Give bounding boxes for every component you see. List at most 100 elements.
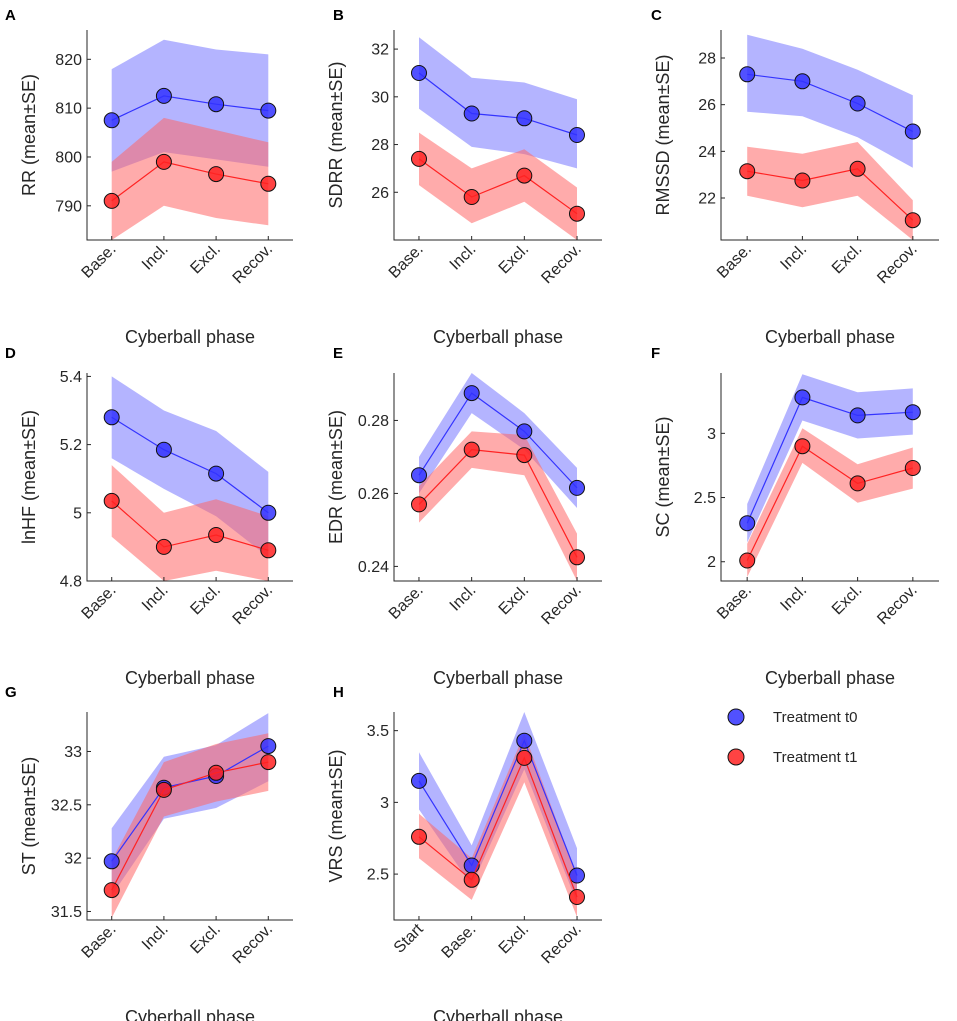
- series-line-t1: [418, 158, 578, 215]
- data-point-t1: [794, 438, 811, 455]
- data-point-t0: [155, 441, 172, 458]
- data-point-t0: [794, 73, 811, 90]
- x-axis-title: Cyberball phase: [433, 327, 563, 347]
- x-tick-label: Recov.: [874, 241, 920, 287]
- data-point-t1: [794, 172, 811, 189]
- x-tick-label: Incl.: [447, 582, 480, 615]
- x-tick-label: Excl.: [496, 582, 533, 619]
- x-tick-label: Recov.: [538, 921, 584, 967]
- data-point-t1: [849, 160, 866, 177]
- x-tick-label: Recov.: [874, 582, 920, 628]
- data-point-t0: [411, 772, 427, 789]
- axis-lines: [86, 712, 293, 921]
- data-point-t1: [739, 163, 756, 180]
- panel-e: E 0.24 0.26 0.28 Base. Incl. Excl. Recov. Cyberb…: [326, 345, 602, 688]
- data-point-t0: [103, 853, 120, 870]
- legend: Treatment t0 Treatment t1: [727, 708, 857, 766]
- data-point-t1: [569, 889, 585, 905]
- se-band-t0: [419, 37, 577, 169]
- x-axis-title: Cyberball phase: [125, 668, 255, 688]
- x-tick-label: Base.: [79, 582, 120, 623]
- x-tick-label: Incl.: [777, 582, 810, 615]
- x-tick-label: Incl.: [139, 582, 172, 615]
- y-tick-label: 810: [55, 101, 82, 118]
- y-axis-title: EDR (mean±SE): [326, 410, 346, 544]
- data-point-t0: [516, 110, 533, 127]
- data-point-t0: [739, 515, 756, 532]
- series-line-t0: [111, 95, 269, 121]
- y-tick-label: 2: [707, 554, 716, 571]
- data-point-t0: [208, 96, 225, 113]
- data-point-t1: [569, 205, 585, 222]
- panel-letter: H: [333, 684, 344, 701]
- x-tick-label: Base.: [714, 582, 755, 623]
- se-band-t0: [747, 374, 913, 543]
- y-tick-label: 28: [698, 51, 716, 68]
- series-line-t0: [746, 396, 913, 524]
- y-tick-label: 0.28: [358, 413, 389, 430]
- y-axis-title: SC (mean±SE): [653, 417, 673, 538]
- panel-letter: D: [5, 345, 16, 362]
- data-point-t1: [849, 475, 866, 492]
- panel-letter: B: [333, 7, 344, 24]
- series-line-t1: [111, 761, 269, 891]
- data-point-t0: [103, 112, 120, 129]
- axis-lines: [720, 30, 939, 241]
- y-tick-label: 800: [55, 149, 82, 166]
- series-line-t1: [111, 161, 269, 202]
- series-line-t1: [418, 448, 578, 558]
- data-point-t0: [794, 389, 811, 406]
- data-point-t0: [411, 65, 427, 81]
- y-tick-label: 5.4: [60, 369, 82, 386]
- panel-letter: F: [651, 345, 660, 362]
- data-point-t1: [260, 754, 277, 771]
- panel-g: G 31.5 32 32.5 33 Base. Incl. Excl. Recov. Cyberb…: [5, 684, 293, 1021]
- data-point-t1: [103, 192, 120, 209]
- data-point-t0: [569, 479, 585, 496]
- y-tick-label: 32.5: [51, 797, 82, 814]
- x-axis-title: Cyberball phase: [433, 1007, 563, 1021]
- x-tick-label: Base.: [714, 241, 755, 282]
- y-axis-title: ST (mean±SE): [19, 757, 39, 876]
- data-point-t1: [155, 538, 172, 555]
- axis-lines: [393, 30, 602, 241]
- y-axis-title: RMSSD (mean±SE): [653, 55, 673, 216]
- legend-label: Treatment t0: [773, 709, 857, 726]
- y-tick-label: 820: [55, 52, 82, 69]
- series-line-t0: [111, 416, 269, 514]
- data-point-t0: [849, 407, 866, 424]
- series-line-t1: [418, 756, 578, 898]
- se-band-t0: [419, 373, 577, 508]
- x-tick-label: Base.: [79, 921, 120, 962]
- panel-letter: C: [651, 7, 662, 24]
- y-tick-label: 5.2: [60, 437, 82, 454]
- data-point-t1: [208, 527, 225, 543]
- data-point-t0: [463, 857, 480, 874]
- data-point-t1: [463, 441, 480, 458]
- y-tick-label: 2.5: [694, 490, 716, 507]
- data-point-t0: [739, 66, 756, 83]
- y-axis-title: lnHF (mean±SE): [19, 410, 39, 544]
- data-point-t0: [208, 465, 225, 482]
- series-line-t1: [747, 168, 914, 221]
- se-band-t1: [111, 465, 269, 581]
- data-point-t1: [260, 175, 277, 192]
- y-tick-label: 28: [371, 137, 389, 154]
- data-point-t1: [155, 153, 172, 170]
- panel-h: H 2.5 3 3.5 Start Base. Excl. Recov. Cyberball p…: [326, 684, 602, 1021]
- y-tick-label: 32: [64, 851, 82, 868]
- data-point-t1: [208, 166, 225, 183]
- axis-lines: [720, 373, 939, 582]
- data-point-t0: [463, 105, 480, 122]
- legend-item-t0: Treatment t0: [727, 708, 857, 726]
- data-point-t1: [516, 167, 533, 184]
- x-tick-label: Incl.: [447, 241, 480, 274]
- x-tick-label: Excl.: [187, 582, 224, 619]
- series-line-t0: [747, 73, 914, 133]
- se-band-t1: [419, 733, 577, 918]
- x-tick-label: Excl.: [496, 241, 533, 278]
- data-point-t1: [569, 549, 585, 566]
- data-point-t1: [516, 447, 533, 464]
- x-tick-label: Incl.: [139, 921, 172, 954]
